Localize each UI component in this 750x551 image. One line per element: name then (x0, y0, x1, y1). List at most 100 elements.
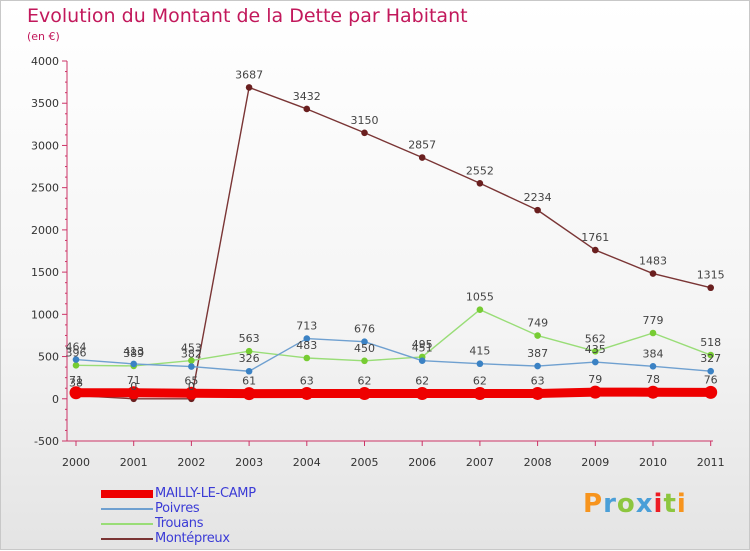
data-label-mailly-le-camp: 71 (127, 374, 141, 387)
data-label-poivres: 413 (123, 345, 144, 358)
series-poivres (72, 335, 714, 375)
legend-label: Trouans (155, 516, 204, 531)
series-line-poivres (75, 337, 712, 372)
x-tick-label: 2004 (293, 456, 321, 469)
data-point-mailly-le-camp (127, 386, 141, 400)
y-tick-label: 1000 (31, 308, 59, 321)
data-label-montepreux: 3150 (351, 114, 379, 127)
data-label-montepreux: 2552 (466, 164, 494, 177)
x-tick-label: 2000 (62, 456, 90, 469)
x-tick-label: 2007 (466, 456, 494, 469)
data-label-mailly-le-camp: 62 (415, 375, 429, 388)
data-label-mailly-le-camp: 71 (69, 374, 83, 387)
y-tick-label: 2000 (31, 224, 59, 237)
y-tick-label: 0 (52, 393, 59, 406)
chart-title: Evolution du Montant de la Dette par Hab… (27, 5, 468, 27)
series-mailly-le-camp (69, 385, 718, 401)
series-line-montepreux (75, 86, 712, 400)
data-label-poivres: 451 (412, 342, 433, 355)
data-label-trouans: 749 (527, 317, 548, 330)
legend-item-poivres: Poivres (101, 501, 256, 516)
data-point-poivres (649, 363, 657, 370)
data-point-montepreux (361, 129, 368, 137)
data-point-poivres (72, 356, 80, 363)
data-point-trouans (476, 306, 484, 313)
y-tick-label: 2500 (31, 182, 59, 195)
data-label-montepreux: 0 (130, 380, 137, 393)
series-line-mailly-le-camp (71, 387, 716, 399)
proxiti-logo: Proxiti (583, 489, 687, 519)
data-label-poivres: 676 (354, 323, 375, 336)
x-tick-label: 2006 (408, 456, 436, 469)
data-label-montepreux: 1761 (581, 231, 609, 244)
data-point-mailly-le-camp (415, 387, 429, 401)
y-tick-label: 4000 (31, 55, 59, 68)
data-point-poivres (707, 367, 714, 375)
x-tick-label: 2010 (639, 456, 667, 469)
x-tick-label: 2003 (235, 456, 263, 469)
data-point-montepreux (649, 270, 657, 277)
data-label-montepreux: 3687 (235, 68, 263, 81)
data-label-poivres: 382 (181, 348, 202, 361)
data-label-mailly-le-camp: 76 (704, 373, 718, 386)
data-label-montepreux: 2857 (408, 139, 436, 152)
data-label-poivres: 713 (296, 320, 317, 333)
data-point-trouans (303, 354, 311, 362)
data-point-poivres (245, 367, 253, 375)
data-label-mailly-le-camp: 65 (184, 374, 198, 387)
data-label-trouans: 396 (66, 346, 87, 359)
data-label-montepreux: 3432 (293, 90, 321, 103)
data-point-trouans (592, 348, 599, 355)
logo-letter: i (653, 489, 664, 519)
logo-letter: P (583, 489, 604, 519)
chart-legend: MAILLY-LE-CAMP Poivres Trouans Montépreux (101, 486, 256, 546)
data-point-montepreux (476, 179, 484, 187)
data-point-mailly-le-camp (531, 386, 545, 400)
x-tick-label: 2009 (581, 456, 609, 469)
data-point-montepreux (592, 246, 599, 254)
y-tick-label: 3500 (31, 97, 59, 110)
data-label-trouans: 779 (643, 314, 664, 327)
data-point-montepreux (303, 105, 311, 113)
data-point-poivres (303, 335, 311, 342)
data-point-poivres (130, 360, 137, 368)
data-label-trouans: 562 (585, 332, 606, 345)
legend-label: Poivres (155, 501, 200, 516)
data-point-poivres (361, 338, 368, 345)
data-point-mailly-le-camp (358, 387, 371, 401)
data-label-poivres: 415 (469, 345, 490, 358)
data-label-trouans: 389 (123, 347, 144, 360)
data-point-poivres (418, 357, 426, 364)
data-point-trouans (188, 357, 195, 364)
x-tick-label: 2001 (120, 456, 148, 469)
legend-label: Montépreux (155, 531, 230, 546)
x-tick-label: 2008 (524, 456, 552, 469)
data-label-montepreux: 0 (188, 380, 195, 393)
data-point-montepreux (534, 206, 541, 214)
data-point-trouans (245, 347, 253, 355)
legend-swatch (101, 537, 153, 540)
data-point-mailly-le-camp (473, 387, 487, 401)
logo-letter: t (663, 489, 677, 519)
y-tick-label: 1500 (31, 266, 59, 279)
chart-axes: -500 0 500 1000 1500 2000 2500 3000 3500 4000 2000… (31, 55, 725, 469)
data-label-mailly-le-camp: 62 (473, 375, 487, 388)
data-point-trouans (649, 329, 657, 337)
series-montepreux (72, 84, 714, 403)
y-tick-label: 3000 (31, 139, 59, 152)
data-label-poivres: 464 (66, 341, 87, 354)
data-point-mailly-le-camp (184, 386, 198, 400)
data-label-trouans: 450 (354, 342, 375, 355)
data-point-poivres (476, 360, 484, 368)
legend-swatch (101, 507, 153, 510)
legend-swatch (101, 522, 153, 525)
legend-swatch (101, 489, 153, 498)
data-label-poivres: 326 (239, 352, 260, 365)
data-point-mailly-le-camp (242, 387, 256, 401)
legend-label: MAILLY-LE-CAMP (155, 486, 256, 501)
legend-item-mailly-le-camp: MAILLY-LE-CAMP (101, 486, 256, 501)
data-label-trouans: 1055 (466, 291, 494, 304)
data-label-mailly-le-camp: 62 (358, 375, 372, 388)
data-label-mailly-le-camp: 61 (242, 375, 256, 388)
